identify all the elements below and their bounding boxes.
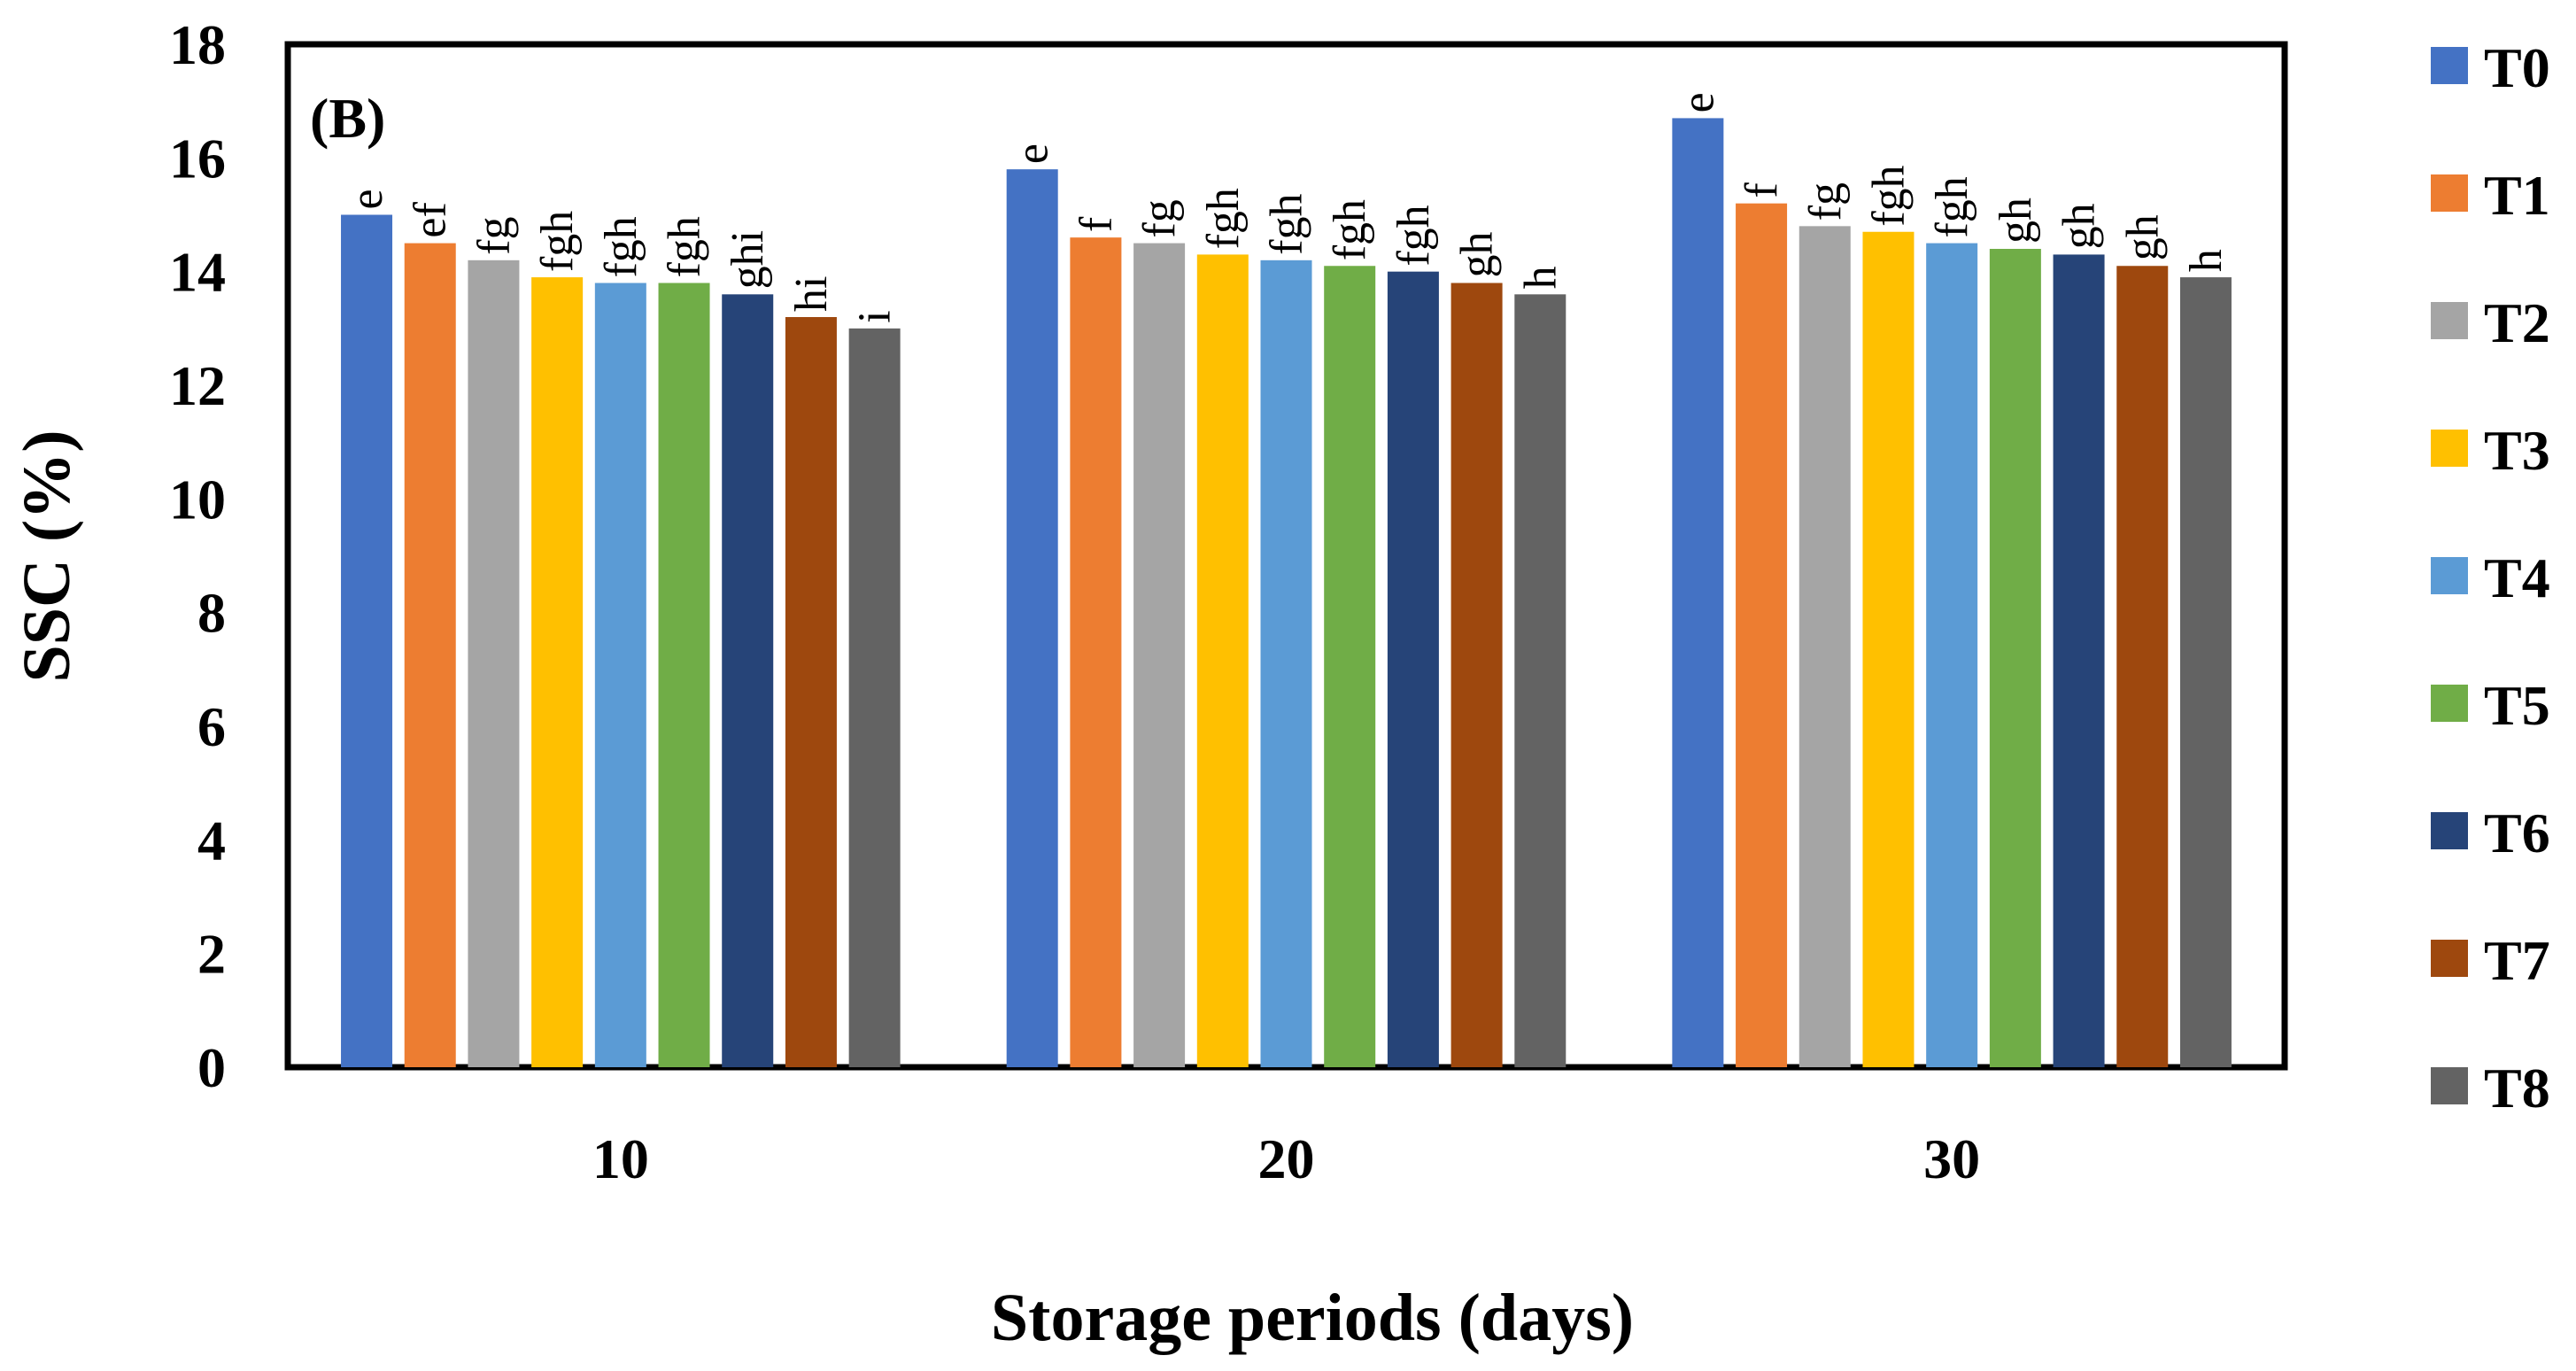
bar-label-T1-10: ef bbox=[406, 202, 456, 238]
legend-swatch-T2 bbox=[2431, 302, 2468, 339]
y-axis-ticks: 0 2 4 6 8 10 12 14 16 18 bbox=[169, 13, 226, 1099]
bar-T5-10 bbox=[658, 283, 710, 1067]
x-axis-title: Storage periods (days) bbox=[991, 1281, 1634, 1355]
legend: T0 T1 T2 T3 T4 T5 T6 T7 T8 bbox=[2431, 36, 2550, 1119]
y-axis-title: SSC (%) bbox=[10, 430, 84, 682]
bar-T3-20 bbox=[1196, 254, 1249, 1068]
bar-label-T0-30: e bbox=[1673, 92, 1723, 112]
legend-swatch-T7 bbox=[2431, 940, 2468, 977]
bar-label-T8-20: h bbox=[1515, 266, 1566, 289]
legend-label-T8: T8 bbox=[2484, 1057, 2550, 1119]
y-tick-label-0: 0 bbox=[197, 1036, 226, 1099]
bar-T6-10 bbox=[722, 294, 774, 1067]
y-tick-label-18: 18 bbox=[169, 13, 226, 76]
bar-label-T5-20: fgh bbox=[1325, 199, 1375, 260]
bar-T1-10 bbox=[404, 243, 456, 1067]
legend-label-T3: T3 bbox=[2484, 419, 2550, 482]
bar-label-T0-20: e bbox=[1008, 143, 1058, 164]
bar-T7-10 bbox=[785, 317, 837, 1067]
legend-label-T6: T6 bbox=[2484, 802, 2550, 864]
bar-T2-30 bbox=[1799, 226, 1851, 1068]
legend-swatch-T8 bbox=[2431, 1067, 2468, 1104]
bar-label-T3-10: fgh bbox=[532, 211, 583, 272]
bar-label-T4-30: fgh bbox=[1927, 176, 1977, 237]
bar-label-T6-10: ghi bbox=[723, 230, 773, 289]
bar-T5-30 bbox=[1989, 249, 2041, 1067]
y-tick-label-14: 14 bbox=[169, 241, 226, 304]
bar-label-T6-30: gh bbox=[2054, 203, 2105, 249]
bar-label-T6-20: fgh bbox=[1389, 205, 1439, 266]
bar-T4-30 bbox=[1926, 243, 1978, 1067]
legend-label-T0: T0 bbox=[2484, 36, 2550, 99]
x-axis-ticks: 10 20 30 bbox=[592, 1127, 1980, 1190]
bar-label-T4-20: fgh bbox=[1262, 194, 1312, 255]
y-tick-label-8: 8 bbox=[197, 582, 226, 645]
bar-T0-10 bbox=[341, 214, 393, 1067]
y-tick-label-2: 2 bbox=[197, 923, 226, 986]
bar-label-T3-20: fgh bbox=[1198, 188, 1249, 249]
bar-label-T0-10: e bbox=[342, 189, 392, 209]
bar-T8-20 bbox=[1514, 294, 1566, 1067]
bar-label-T5-10: fgh bbox=[660, 216, 710, 277]
legend-label-T4: T4 bbox=[2484, 546, 2550, 609]
x-tick-label-10: 10 bbox=[592, 1127, 649, 1190]
bar-label-T3-30: fgh bbox=[1863, 165, 1914, 226]
bar-T5-20 bbox=[1324, 266, 1376, 1067]
y-tick-label-12: 12 bbox=[169, 354, 226, 417]
bar-T7-30 bbox=[2116, 266, 2169, 1067]
legend-swatch-T4 bbox=[2431, 557, 2468, 594]
legend-swatch-T3 bbox=[2431, 430, 2468, 467]
bar-label-T1-20: f bbox=[1071, 216, 1121, 232]
legend-swatch-T1 bbox=[2431, 174, 2468, 212]
bar-T1-20 bbox=[1070, 237, 1122, 1068]
y-tick-label-6: 6 bbox=[197, 695, 226, 758]
y-tick-label-4: 4 bbox=[197, 809, 226, 871]
bar-label-T7-10: hi bbox=[786, 276, 837, 312]
bar-T3-30 bbox=[1862, 231, 1915, 1067]
panel-label: (B) bbox=[310, 87, 385, 150]
bar-label-T5-30: gh bbox=[1991, 198, 2041, 244]
legend-label-T7: T7 bbox=[2484, 929, 2550, 992]
bar-T4-20 bbox=[1260, 259, 1312, 1067]
bar-T8-10 bbox=[848, 328, 901, 1067]
y-tick-label-16: 16 bbox=[169, 127, 226, 190]
y-tick-label-10: 10 bbox=[169, 468, 226, 531]
bar-T0-20 bbox=[1006, 169, 1058, 1067]
bar-label-T2-30: fg bbox=[1800, 182, 1851, 221]
x-tick-label-20: 20 bbox=[1258, 1127, 1315, 1190]
legend-label-T1: T1 bbox=[2484, 164, 2550, 227]
bar-T1-30 bbox=[1736, 203, 1788, 1067]
bar-T2-20 bbox=[1133, 243, 1186, 1067]
legend-label-T5: T5 bbox=[2484, 674, 2550, 737]
bar-T3-10 bbox=[531, 277, 584, 1067]
bar-label-T8-30: h bbox=[2181, 249, 2232, 272]
bar-label-T7-20: gh bbox=[1452, 232, 1503, 278]
bar-T7-20 bbox=[1450, 283, 1503, 1067]
legend-swatch-T0 bbox=[2431, 47, 2468, 84]
bar-T6-30 bbox=[2053, 254, 2105, 1068]
bar-T0-30 bbox=[1672, 118, 1724, 1068]
legend-label-T2: T2 bbox=[2484, 291, 2550, 354]
bar-T8-30 bbox=[2179, 277, 2232, 1067]
bar-label-T2-10: fg bbox=[468, 217, 519, 255]
legend-swatch-T6 bbox=[2431, 812, 2468, 849]
bar-T2-10 bbox=[468, 259, 520, 1067]
bar-label-T4-10: fgh bbox=[596, 216, 646, 277]
legend-swatch-T5 bbox=[2431, 685, 2468, 722]
bar-label-T8-10: i bbox=[850, 310, 901, 322]
bar-label-T2-20: fg bbox=[1134, 199, 1185, 237]
bar-T4-10 bbox=[594, 283, 646, 1067]
x-tick-label-30: 30 bbox=[1923, 1127, 1980, 1190]
bar-label-T7-30: gh bbox=[2117, 214, 2168, 260]
bar-label-T1-30: f bbox=[1737, 182, 1787, 198]
bar-T6-20 bbox=[1387, 271, 1439, 1068]
bar-series bbox=[341, 118, 2232, 1068]
